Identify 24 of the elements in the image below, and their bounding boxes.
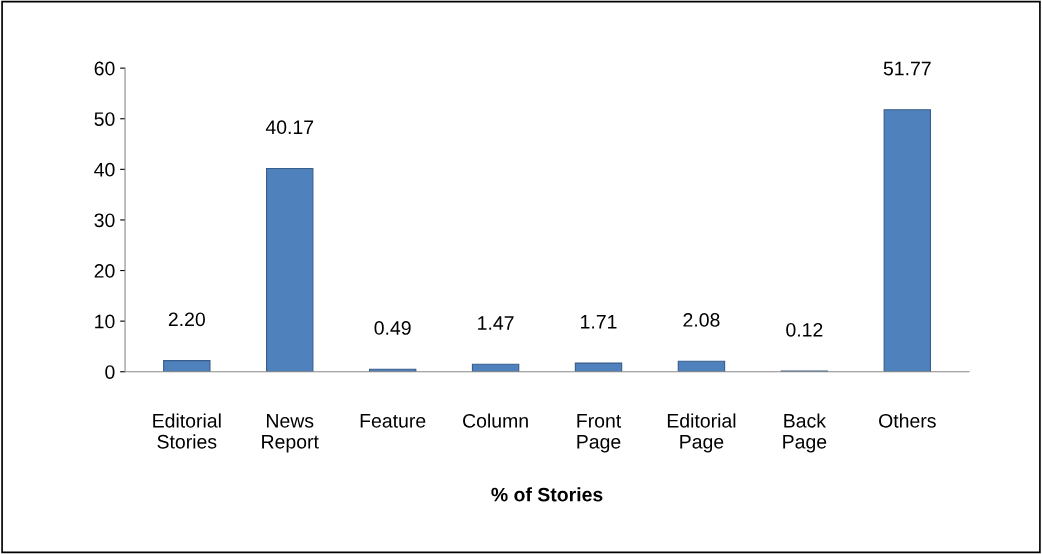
y-tick-label: 60	[94, 61, 115, 76]
x-tick-label: Feature	[360, 414, 426, 428]
x-tick-label: News Report	[262, 414, 319, 453]
x-tick-label: Others	[879, 413, 936, 428]
data-label: 51.77	[883, 61, 931, 76]
data-label: 1.71	[581, 315, 617, 329]
x-tick-label: Editorial Stories	[153, 413, 221, 449]
data-label: 0.12	[786, 322, 823, 337]
x-tick-label: Front Page	[577, 414, 622, 453]
data-label: 2.20	[168, 312, 205, 327]
data-label: 2.08	[683, 313, 720, 327]
x-tick-label: Editorial Page	[667, 413, 736, 453]
y-tick-label: 10	[95, 314, 115, 329]
data-label: 40.17	[265, 120, 314, 135]
y-tick-label: 20	[94, 264, 115, 278]
y-tick-label: 50	[94, 112, 115, 126]
y-tick-label: 0	[105, 365, 115, 379]
data-label: 1.47	[478, 316, 514, 330]
y-tick-label: 40	[94, 162, 115, 177]
x-axis-title: % of Stories	[491, 487, 603, 502]
data-label: 0.49	[374, 321, 411, 335]
y-tick-label: 30	[94, 213, 115, 228]
x-tick-label: Back Page	[783, 413, 827, 453]
x-tick-label: Column	[463, 413, 528, 428]
